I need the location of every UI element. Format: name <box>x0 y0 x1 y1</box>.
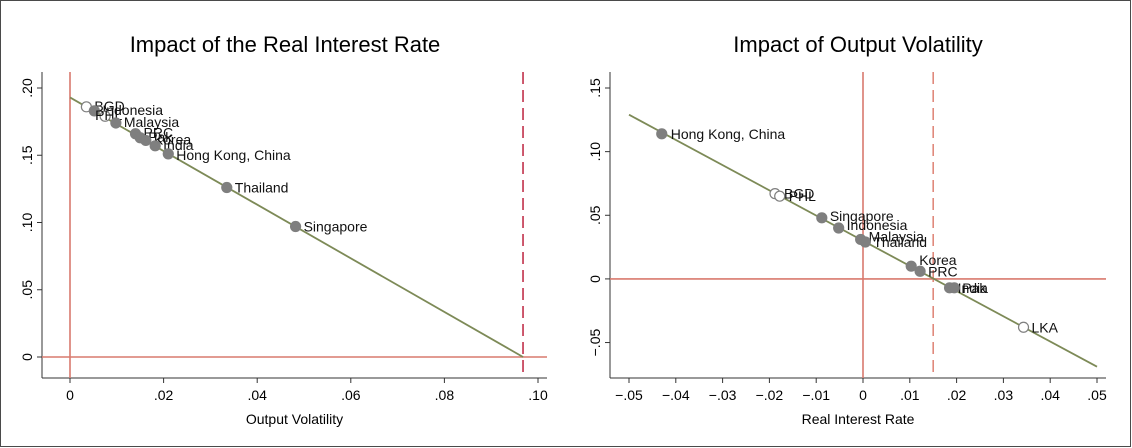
data-point-singapore <box>289 220 302 233</box>
data-point-indonesia <box>833 222 845 234</box>
point-label: Malaysia <box>869 228 924 244</box>
point-label: India <box>163 137 194 153</box>
data-point-thailand <box>221 181 233 194</box>
y-tick-label: .10 <box>19 213 35 233</box>
chart-title: Impact of the Real Interest Rate <box>130 32 441 57</box>
x-tick-label: .01 <box>900 387 920 403</box>
point-label: Hong Kong, China <box>671 126 786 142</box>
point-label: PHL <box>789 188 816 204</box>
point-label: Singapore <box>830 208 894 224</box>
y-tick-label: 0 <box>587 275 603 283</box>
data-point-phl <box>99 110 111 122</box>
panel-left: Impact of the Real Interest Rate 0 .02 .04.… <box>19 32 548 427</box>
x-tick-label: .08 <box>435 387 455 403</box>
panel-right: Impact of Output Volatility −.05 −.04 −.03 −… <box>587 32 1107 427</box>
point-label: Hong Kong, China <box>176 147 291 163</box>
point-label: Indonesia <box>847 217 908 233</box>
x-tick-label: 0 <box>859 387 867 403</box>
x-tick-label: −.04 <box>662 387 690 403</box>
point-label: BGD <box>784 186 814 202</box>
data-point-thailand <box>859 236 871 248</box>
point-label: Thailand <box>873 234 927 250</box>
chart-title: Impact of Output Volatility <box>733 32 982 57</box>
point-label: Malaysia <box>124 114 179 130</box>
point-label: Singapore <box>304 219 368 235</box>
x-tick-label: .10 <box>528 387 548 403</box>
data-point-prc <box>914 265 926 277</box>
data-point-hong-kong-china <box>162 148 174 160</box>
x-tick-label: .02 <box>154 387 174 403</box>
point-label: Korea <box>919 252 957 268</box>
x-axis-title: Real Interest Rate <box>802 411 915 427</box>
data-point-malaysia <box>110 117 122 129</box>
point-label: PRC <box>144 125 174 141</box>
x-tick-label: .06 <box>341 387 361 403</box>
y-tick-label: 0 <box>19 353 35 361</box>
y-tick-label: .10 <box>587 142 603 162</box>
data-point-korea <box>905 260 917 272</box>
x-axis-title: Output Volatility <box>246 411 343 427</box>
point-label: LKA <box>1032 319 1059 335</box>
x-tick-label: .04 <box>1040 387 1060 403</box>
data-point-hong-kong-china <box>656 128 668 140</box>
x-tick-label: .02 <box>947 387 967 403</box>
data-point-korea <box>140 134 152 147</box>
x-tick-label: .05 <box>1087 387 1107 403</box>
x-tick-label: −.05 <box>615 387 643 403</box>
data-point-phl <box>774 190 786 202</box>
point-label: Thailand <box>235 180 289 196</box>
point-label: BGD <box>94 98 124 114</box>
data-point-indonesia <box>88 105 100 117</box>
x-tick-label: −.03 <box>709 387 737 403</box>
data-point-pak <box>948 282 960 294</box>
point-label: Pak <box>962 280 987 296</box>
point-label: Korea <box>154 131 192 147</box>
point-label: India <box>958 280 989 296</box>
x-tick-label: .03 <box>994 387 1014 403</box>
x-tick-label: −.01 <box>802 387 830 403</box>
x-tick-label: 0 <box>66 387 74 403</box>
x-tick-label: .04 <box>247 387 267 403</box>
y-tick-label: .05 <box>587 205 603 225</box>
data-point-india <box>149 140 161 152</box>
point-label: Indonesia <box>102 102 163 118</box>
point-label: PRC <box>928 263 958 279</box>
y-tick-label: −.05 <box>587 329 603 357</box>
x-tick-label: −.02 <box>756 387 784 403</box>
y-tick-label: .15 <box>587 78 603 98</box>
y-tick-label: .15 <box>19 145 35 165</box>
y-tick-label: .20 <box>19 78 35 98</box>
data-point-lka <box>1017 321 1030 333</box>
data-point-singapore <box>816 212 828 224</box>
y-tick-label: .05 <box>19 280 35 300</box>
